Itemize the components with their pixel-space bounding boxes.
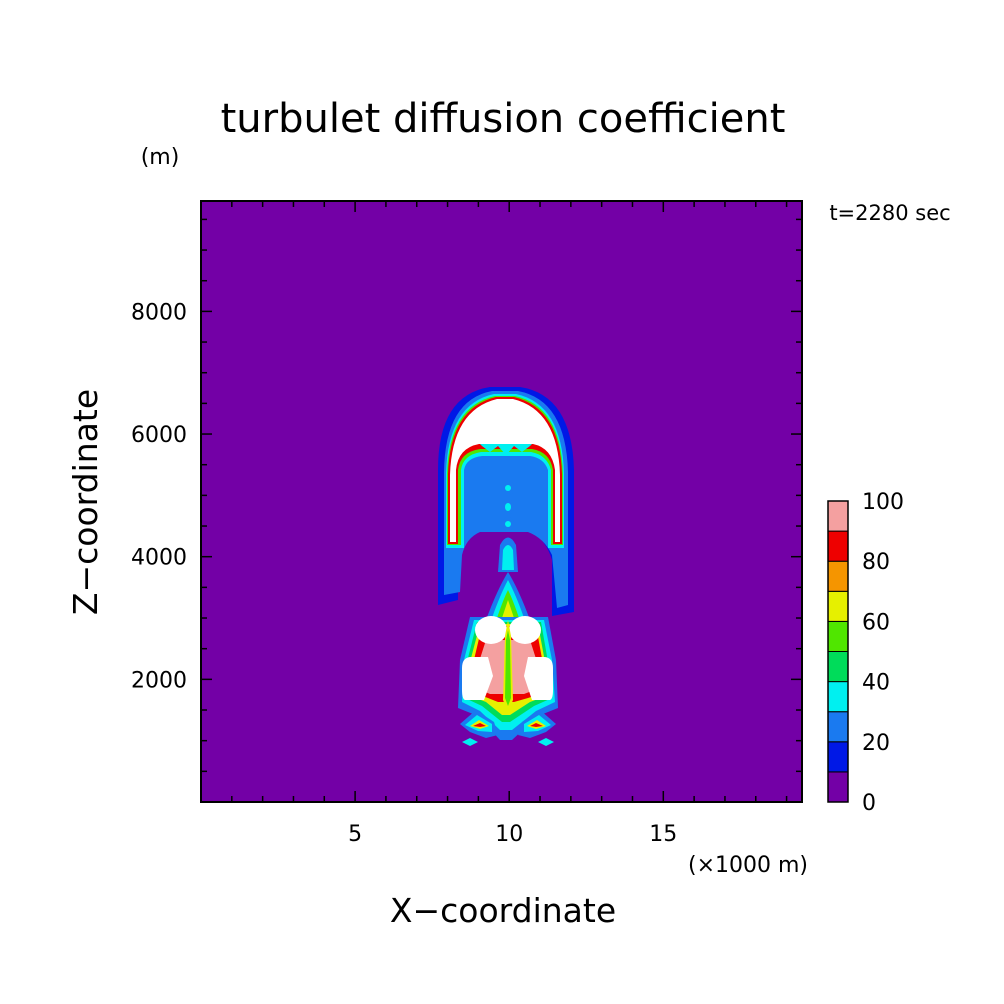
- chart-title: turbulet diffusion coefficient: [221, 96, 786, 142]
- x-tick-label: 10: [495, 822, 523, 847]
- y-unit-label: (m): [141, 145, 180, 170]
- x-tick-label: 15: [649, 822, 677, 847]
- colorbar-tick-label: 20: [862, 731, 890, 756]
- bottom-tails: [460, 710, 556, 746]
- colorbar-swatch: [827, 651, 849, 683]
- y-tick-label: 2000: [131, 668, 187, 693]
- colorbar: 0 20 40 60 80 100: [827, 490, 904, 816]
- colorbar-swatch: [827, 771, 849, 803]
- y-tick-label: 8000: [131, 300, 187, 325]
- colorbar-swatch: [827, 711, 849, 743]
- lower-core: [458, 616, 558, 740]
- y-tick-label: 4000: [131, 546, 187, 571]
- colorbar-swatch: [827, 620, 849, 653]
- plot-frame: [200, 200, 803, 803]
- colorbar-swatch: [827, 560, 849, 592]
- x-tick-label: 5: [348, 822, 362, 847]
- colorbar-swatch: [827, 530, 849, 562]
- y-tick-label: 6000: [131, 423, 187, 448]
- colorbar-tick-label: 100: [862, 490, 904, 515]
- colorbar-tick-label: 0: [862, 791, 876, 816]
- colorbar-swatch: [827, 681, 849, 713]
- axes: 5 10 15 2000 4000 6000 8000: [131, 201, 802, 847]
- y-axis-title: Z−coordinate: [66, 389, 105, 615]
- colorbar-frame: [827, 500, 849, 803]
- x-axis-title: X−coordinate: [390, 891, 616, 930]
- colorbar-tick-label: 40: [862, 671, 890, 696]
- time-annotation: t=2280 sec: [829, 201, 950, 225]
- central-column: [486, 481, 530, 620]
- colorbar-swatch: [827, 741, 849, 773]
- colorbar-tick-label: 60: [862, 610, 890, 635]
- plot-area: [201, 201, 802, 802]
- colorbar-swatch: [827, 500, 849, 532]
- x-unit-label: (×1000 m): [688, 853, 808, 878]
- colorbar-tick-label: 80: [862, 550, 890, 575]
- colorbar-swatch: [827, 590, 849, 622]
